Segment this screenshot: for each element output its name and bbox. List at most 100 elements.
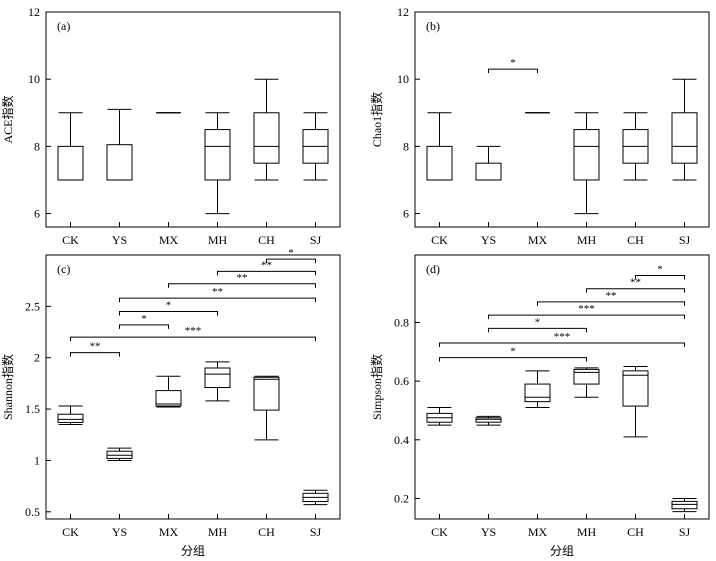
y-tick-label: 6 (34, 207, 40, 221)
x-tick-label: MH (208, 233, 228, 247)
y-tick-label: 2.5 (25, 299, 40, 313)
y-tick-label: 12 (397, 5, 409, 19)
panel-label: (d) (426, 262, 440, 276)
x-tick-label: YS (481, 233, 496, 247)
y-tick-label: 0.5 (25, 505, 40, 519)
x-tick-label: MX (159, 233, 179, 247)
box-CK (426, 112, 453, 181)
box-body (204, 129, 231, 181)
significance-bracket: ** (168, 272, 316, 288)
x-tick-label: CH (258, 525, 275, 539)
bracket-line (119, 297, 316, 303)
significance-label: * (510, 57, 516, 69)
box-body (204, 367, 231, 389)
box-body (671, 112, 698, 164)
significance-label: * (535, 316, 541, 328)
box-body (106, 144, 133, 181)
y-tick-label: 1 (34, 453, 40, 467)
box-body (573, 368, 600, 385)
significance-bracket: ** (119, 286, 316, 303)
x-tick-label: CK (62, 233, 79, 247)
bracket-line (266, 258, 316, 264)
box-body (573, 129, 600, 181)
significance-label: * (510, 346, 516, 358)
plot-frame (414, 11, 710, 228)
bracket-line (217, 270, 316, 276)
y-tick-label: 0.4 (394, 433, 409, 447)
box-CK (57, 112, 84, 181)
significance-label: ** (606, 290, 617, 302)
x-tick-label: MX (528, 525, 548, 539)
significance-bracket: ** (70, 341, 120, 357)
box-YS (106, 108, 133, 181)
chart-panel-4: (d)0.20.40.60.8CK YS MX MH CH SJSimpson指数分组**… (369, 254, 710, 558)
significance-bracket: * (119, 299, 218, 316)
bracket-line (586, 288, 685, 293)
box-body (622, 370, 649, 407)
box-body (106, 450, 133, 459)
significance-label: *** (554, 331, 571, 343)
y-tick-label: 10 (28, 72, 40, 86)
bracket-line (537, 301, 685, 306)
significance-bracket: *** (488, 303, 685, 320)
y-tick-label: 0.2 (394, 491, 409, 505)
significance-bracket: * (488, 57, 538, 74)
bracket-line (119, 310, 218, 316)
significance-bracket: * (439, 346, 587, 362)
box-SJ (302, 112, 329, 181)
x-axis-title: 分组 (181, 544, 205, 558)
bracket-line (488, 327, 587, 333)
significance-bracket: ** (586, 277, 685, 293)
plot-frame (45, 11, 341, 228)
x-tick-label: CH (627, 525, 644, 539)
significance-bracket: * (488, 316, 587, 333)
y-axis-title: Chao1指数 (369, 92, 384, 147)
x-tick-label: CH (627, 233, 644, 247)
significance-label: *** (578, 303, 595, 315)
x-tick-label: CK (431, 525, 448, 539)
significance-label: ** (90, 341, 101, 353)
box-MX (155, 375, 182, 408)
box-body (57, 413, 84, 423)
y-axis-title: ACE指数 (0, 95, 15, 143)
x-tick-label: SJ (310, 233, 322, 247)
box-body (155, 390, 182, 407)
y-axis-title: Simpson指数 (369, 354, 384, 420)
box-CK (57, 405, 84, 425)
x-tick-label: MX (528, 233, 548, 247)
significance-bracket: * (119, 313, 169, 329)
x-axis-title: 分组 (550, 544, 574, 558)
y-tick-label: 0.8 (394, 315, 409, 329)
plot-frame (414, 254, 710, 520)
panel-label: (b) (426, 19, 440, 33)
bracket-line (488, 68, 538, 74)
x-tick-label: SJ (679, 233, 691, 247)
box-CH (622, 112, 649, 181)
panel-label: (c) (57, 262, 70, 276)
box-body (426, 145, 453, 181)
significance-label: * (657, 264, 663, 276)
y-tick-label: 8 (34, 139, 40, 153)
bracket-line (168, 283, 316, 288)
y-tick-label: 8 (403, 139, 409, 153)
significance-bracket: *** (70, 325, 316, 342)
y-tick-label: 6 (403, 207, 409, 221)
box-CH (253, 375, 280, 441)
bracket-line (635, 275, 685, 280)
x-tick-label: MH (577, 525, 597, 539)
box-body (253, 376, 280, 411)
significance-label: * (141, 313, 147, 325)
significance-bracket: ** (537, 290, 685, 306)
bracket-line (70, 352, 120, 357)
x-tick-label: SJ (679, 525, 691, 539)
x-tick-label: YS (481, 525, 496, 539)
bracket-line (439, 357, 587, 362)
chart-panel-1: (a) 6 8 10 12 CK YS MX MH CH SJ ACE指数 (0, 5, 341, 247)
x-tick-label: CK (431, 233, 448, 247)
box-MX (524, 370, 551, 409)
significance-bracket: ** (217, 259, 316, 276)
box-MH (573, 367, 600, 398)
significance-label: ** (237, 272, 248, 284)
chart-panel-2: (b) 6 8 10 12 CK YS MX MH CH SJ Chao1指数 * (369, 5, 710, 247)
